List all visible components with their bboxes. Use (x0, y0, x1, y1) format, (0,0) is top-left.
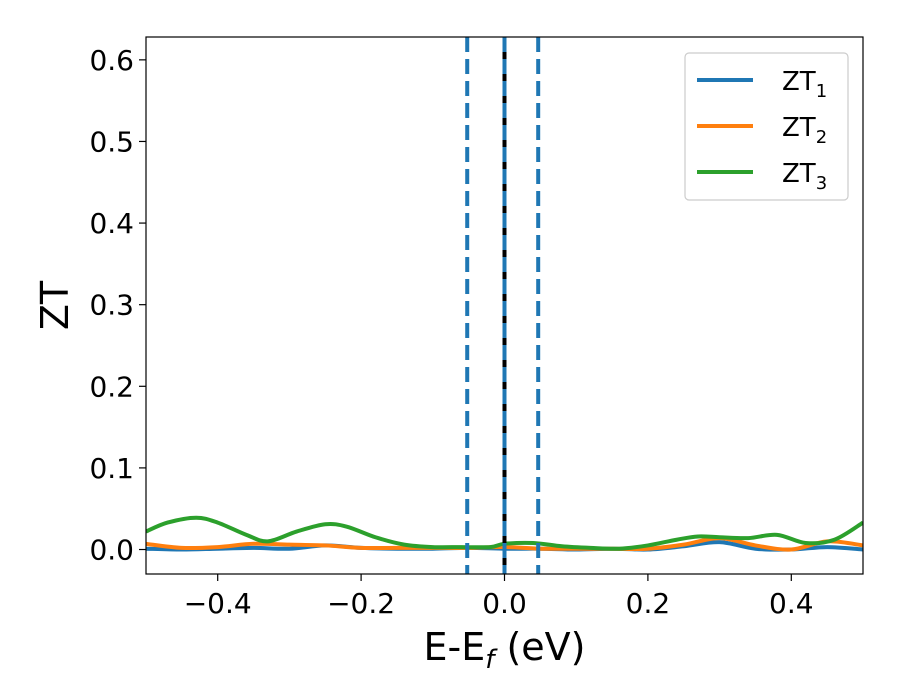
x-tick-label: 0.0 (482, 587, 527, 620)
x-axis-label: E-Ef (eV) (424, 625, 586, 675)
legend-box (684, 52, 849, 201)
legend-label-subscript: 1 (816, 81, 827, 102)
legend-label-subscript: 2 (816, 127, 827, 148)
y-tick-label: 0.3 (89, 289, 134, 322)
series-line-3 (146, 515, 863, 551)
legend-label-subscript: 3 (816, 173, 827, 194)
y-tick-label: 0.6 (89, 44, 134, 77)
plot-area (146, 37, 863, 574)
x-tick-label: −0.4 (184, 587, 252, 620)
y-tick-label: 0.4 (89, 207, 134, 240)
y-tick-label: 0.2 (89, 370, 134, 403)
axes: −0.4 −0.2 0.0 0.2 0.4 0.0 0.1 0.2 0.3 0.4 0.5 0.6 E-… (33, 36, 864, 675)
x-axis-label-unit: (eV) (494, 625, 585, 669)
y-tick-label: 0.1 (89, 452, 134, 485)
y-axis-label: ZT (33, 280, 77, 330)
x-tick-label: 0.2 (626, 587, 671, 620)
y-tick-label: 0.0 (89, 534, 134, 567)
y-tick-label: 0.5 (89, 125, 134, 158)
x-tick-label: −0.2 (327, 587, 395, 620)
x-tick-label: 0.4 (769, 587, 814, 620)
